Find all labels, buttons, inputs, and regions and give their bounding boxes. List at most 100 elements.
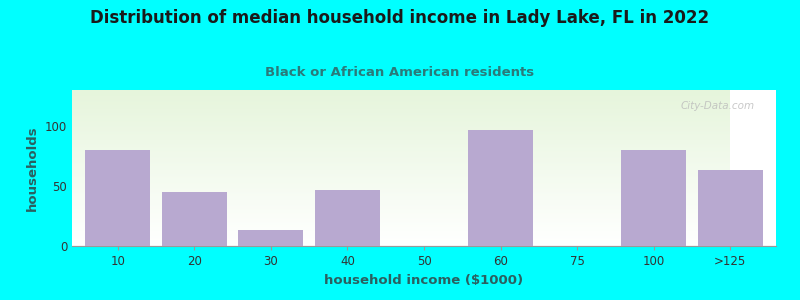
Bar bbox=[72, 113, 730, 114]
Bar bbox=[72, 123, 730, 124]
Bar bbox=[72, 242, 730, 243]
Bar bbox=[72, 137, 730, 138]
Bar bbox=[238, 230, 303, 246]
Bar bbox=[72, 166, 730, 167]
Bar bbox=[72, 168, 730, 169]
Bar bbox=[72, 143, 730, 144]
Bar bbox=[72, 221, 730, 222]
Bar bbox=[72, 240, 730, 241]
Bar bbox=[468, 130, 533, 246]
Bar bbox=[72, 153, 730, 154]
Bar bbox=[72, 145, 730, 146]
X-axis label: household income ($1000): household income ($1000) bbox=[325, 274, 523, 286]
Bar bbox=[72, 235, 730, 236]
Bar bbox=[72, 178, 730, 179]
Bar bbox=[72, 215, 730, 216]
Bar bbox=[72, 208, 730, 210]
Bar bbox=[72, 114, 730, 115]
Bar bbox=[72, 155, 730, 157]
Bar bbox=[72, 184, 730, 186]
Bar bbox=[72, 150, 730, 152]
Bar bbox=[72, 108, 730, 109]
Bar bbox=[72, 214, 730, 215]
Bar bbox=[72, 199, 730, 200]
Bar bbox=[72, 237, 730, 238]
Bar bbox=[72, 149, 730, 150]
Bar bbox=[72, 100, 730, 101]
Bar bbox=[72, 109, 730, 110]
Bar bbox=[72, 103, 730, 105]
Bar bbox=[72, 147, 730, 148]
Bar bbox=[72, 213, 730, 214]
Text: Black or African American residents: Black or African American residents bbox=[266, 66, 534, 79]
Bar bbox=[72, 222, 730, 223]
Bar bbox=[72, 191, 730, 192]
Bar bbox=[72, 124, 730, 125]
Bar bbox=[72, 105, 730, 106]
Bar bbox=[72, 203, 730, 204]
Bar bbox=[162, 192, 227, 246]
Bar bbox=[72, 94, 730, 95]
Bar bbox=[72, 223, 730, 224]
Bar bbox=[72, 141, 730, 142]
Bar bbox=[72, 193, 730, 194]
Bar bbox=[72, 160, 730, 161]
Bar bbox=[72, 216, 730, 217]
Bar bbox=[72, 243, 730, 244]
Bar bbox=[72, 99, 730, 101]
Bar bbox=[72, 244, 730, 245]
Bar bbox=[72, 210, 730, 211]
Bar bbox=[698, 170, 762, 246]
Bar bbox=[72, 116, 730, 117]
Bar bbox=[72, 232, 730, 233]
Bar bbox=[72, 158, 730, 159]
Bar bbox=[72, 117, 730, 118]
Bar bbox=[72, 219, 730, 220]
Bar bbox=[72, 120, 730, 121]
Bar bbox=[72, 169, 730, 170]
Bar bbox=[72, 186, 730, 187]
Bar bbox=[72, 241, 730, 242]
Bar bbox=[72, 190, 730, 191]
Bar bbox=[72, 98, 730, 99]
Bar bbox=[72, 90, 730, 91]
Bar bbox=[72, 119, 730, 120]
Bar bbox=[72, 128, 730, 130]
Bar bbox=[72, 181, 730, 182]
Bar bbox=[72, 170, 730, 171]
Bar bbox=[315, 190, 380, 246]
Bar bbox=[72, 192, 730, 193]
Bar bbox=[72, 187, 730, 188]
Bar bbox=[72, 157, 730, 158]
Bar bbox=[72, 154, 730, 155]
Bar bbox=[72, 142, 730, 143]
Bar bbox=[72, 182, 730, 183]
Bar bbox=[72, 225, 730, 226]
Bar bbox=[72, 91, 730, 92]
Bar bbox=[72, 227, 730, 228]
Bar bbox=[72, 218, 730, 219]
Bar bbox=[72, 140, 730, 141]
Bar bbox=[72, 138, 730, 139]
Bar bbox=[72, 139, 730, 140]
Bar bbox=[72, 95, 730, 96]
Text: Distribution of median household income in Lady Lake, FL in 2022: Distribution of median household income … bbox=[90, 9, 710, 27]
Bar bbox=[72, 198, 730, 199]
Bar bbox=[72, 245, 730, 246]
Bar bbox=[72, 164, 730, 165]
Bar bbox=[72, 228, 730, 230]
Bar bbox=[72, 159, 730, 160]
Bar bbox=[72, 93, 730, 94]
Bar bbox=[72, 97, 730, 98]
Bar bbox=[72, 106, 730, 108]
Bar bbox=[72, 200, 730, 201]
Bar bbox=[72, 226, 730, 227]
Y-axis label: households: households bbox=[26, 125, 39, 211]
Bar bbox=[72, 195, 730, 196]
Bar bbox=[72, 112, 730, 113]
Bar bbox=[72, 135, 730, 136]
Bar bbox=[72, 121, 730, 122]
Bar bbox=[72, 111, 730, 112]
Bar bbox=[72, 132, 730, 133]
Bar bbox=[72, 167, 730, 168]
